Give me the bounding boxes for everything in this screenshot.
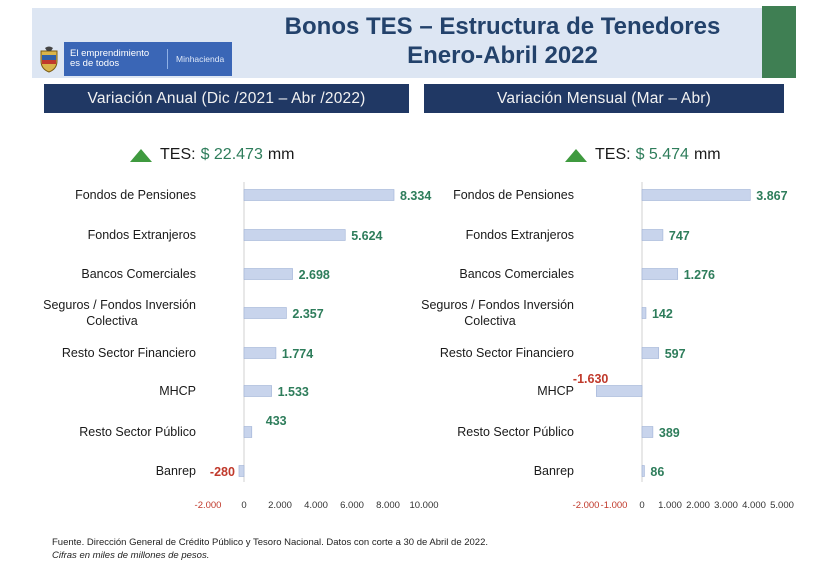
category-label-annual: Resto Sector Financiero [62, 346, 196, 360]
value-label-monthly: -1.630 [573, 372, 608, 386]
category-label-annual: Seguros / Fondos Inversión [43, 298, 196, 312]
category-label-monthly: Fondos Extranjeros [466, 228, 574, 242]
x-tick-label-monthly: 0 [639, 500, 644, 511]
category-label-monthly: Resto Sector Financiero [440, 346, 574, 360]
category-label-annual: Fondos Extranjeros [88, 228, 196, 242]
title-line-1: Bonos TES – Estructura de Tenedores [284, 13, 721, 40]
section-title-annual: Variación Anual (Dic /2021 – Abr /2022) [44, 84, 409, 113]
category-label-monthly: Fondos de Pensiones [453, 188, 574, 202]
total-annual-label: TES: [160, 146, 196, 163]
coat-of-arms-icon [34, 44, 64, 74]
total-monthly: TES: $ 5.474 mm [565, 146, 721, 164]
up-triangle-icon [565, 148, 587, 162]
category-label-monthly: Banrep [534, 464, 574, 478]
bar-annual [243, 268, 293, 280]
value-label-annual: 433 [266, 414, 287, 428]
x-tick-label-annual: -2.000 [195, 500, 222, 511]
bar-annual [243, 307, 287, 319]
bar-annual [243, 189, 395, 201]
value-label-annual: -280 [210, 465, 235, 479]
value-label-monthly: 3.867 [756, 189, 787, 203]
bar-monthly [596, 385, 643, 397]
x-tick-label-annual: 0 [241, 500, 246, 511]
bar-monthly [641, 307, 647, 319]
value-label-monthly: 389 [659, 426, 680, 440]
bar-monthly [641, 426, 654, 438]
category-label-annual: Banrep [156, 464, 196, 478]
value-label-monthly: 747 [669, 229, 690, 243]
total-monthly-value: $ 5.474 [635, 146, 689, 163]
x-tick-label-monthly: -1.000 [601, 500, 628, 511]
footnote-units: Cifras en miles de millones de pesos. [52, 550, 210, 561]
page-title: Bonos TES – Estructura de Tenedores Ener… [250, 12, 755, 70]
category-label-monthly: Resto Sector Público [457, 425, 574, 439]
x-tick-label-monthly: 3.000 [714, 500, 738, 511]
x-tick-label-monthly: 5.000 [770, 500, 794, 511]
bar-monthly [641, 229, 664, 241]
x-tick-label-monthly: 4.000 [742, 500, 766, 511]
bar-annual [243, 426, 253, 438]
x-tick-label-annual: 10.000 [409, 500, 438, 511]
bar-annual [243, 385, 272, 397]
bar-annual [238, 465, 245, 477]
category-label-annual: Colectiva [86, 314, 137, 328]
logo-tagline: El emprendimiento es de todos [64, 49, 168, 69]
value-label-monthly: 86 [650, 465, 664, 479]
category-label-monthly: Colectiva [464, 314, 515, 328]
category-label-annual: Bancos Comerciales [81, 267, 196, 281]
bar-annual [243, 347, 277, 359]
category-label-annual: Fondos de Pensiones [75, 188, 196, 202]
x-tick-label-monthly: 2.000 [686, 500, 710, 511]
value-label-annual: 1.774 [282, 347, 313, 361]
total-annual-value: $ 22.473 [200, 146, 263, 163]
total-annual: TES: $ 22.473 mm [130, 146, 295, 164]
category-label-annual: Resto Sector Público [79, 425, 196, 439]
value-label-annual: 1.533 [278, 385, 309, 399]
x-tick-label-annual: 8.000 [376, 500, 400, 511]
category-label-annual: MHCP [159, 384, 196, 398]
up-triangle-icon [130, 148, 152, 162]
bar-monthly [641, 465, 645, 477]
bar-monthly [641, 189, 751, 201]
value-label-annual: 5.624 [351, 229, 382, 243]
value-label-monthly: 1.276 [684, 268, 715, 282]
category-label-monthly: MHCP [537, 384, 574, 398]
logo-box: El emprendimiento es de todos Minhaciend… [64, 42, 233, 76]
value-label-annual: 2.357 [292, 307, 323, 321]
bar-annual [243, 229, 346, 241]
footnote-source: Fuente. Dirección General de Crédito Púb… [52, 537, 489, 548]
total-monthly-unit: mm [693, 146, 721, 163]
value-label-annual: 8.334 [400, 189, 431, 203]
x-tick-label-annual: 4.000 [304, 500, 328, 511]
footnote: Fuente. Dirección General de Crédito Púb… [52, 536, 488, 562]
value-label-annual: 2.698 [299, 268, 330, 282]
x-tick-label-monthly: -2.000 [573, 500, 600, 511]
total-annual-unit: mm [267, 146, 295, 163]
x-tick-label-annual: 6.000 [340, 500, 364, 511]
section-title-monthly: Variación Mensual (Mar – Abr) [424, 84, 784, 113]
value-label-monthly: 142 [652, 307, 673, 321]
x-tick-label-annual: 2.000 [268, 500, 292, 511]
government-logo: El emprendimiento es de todos Minhaciend… [34, 42, 233, 76]
x-tick-label-monthly: 1.000 [658, 500, 682, 511]
category-label-monthly: Bancos Comerciales [459, 267, 574, 281]
bar-monthly [641, 268, 679, 280]
accent-green-block [762, 6, 796, 78]
logo-ministry: Minhacienda [176, 54, 225, 64]
value-label-monthly: 597 [665, 347, 686, 361]
title-line-2: Enero-Abril 2022 [407, 42, 598, 69]
bar-monthly [641, 347, 660, 359]
total-monthly-label: TES: [595, 146, 631, 163]
category-label-monthly: Seguros / Fondos Inversión [421, 298, 574, 312]
